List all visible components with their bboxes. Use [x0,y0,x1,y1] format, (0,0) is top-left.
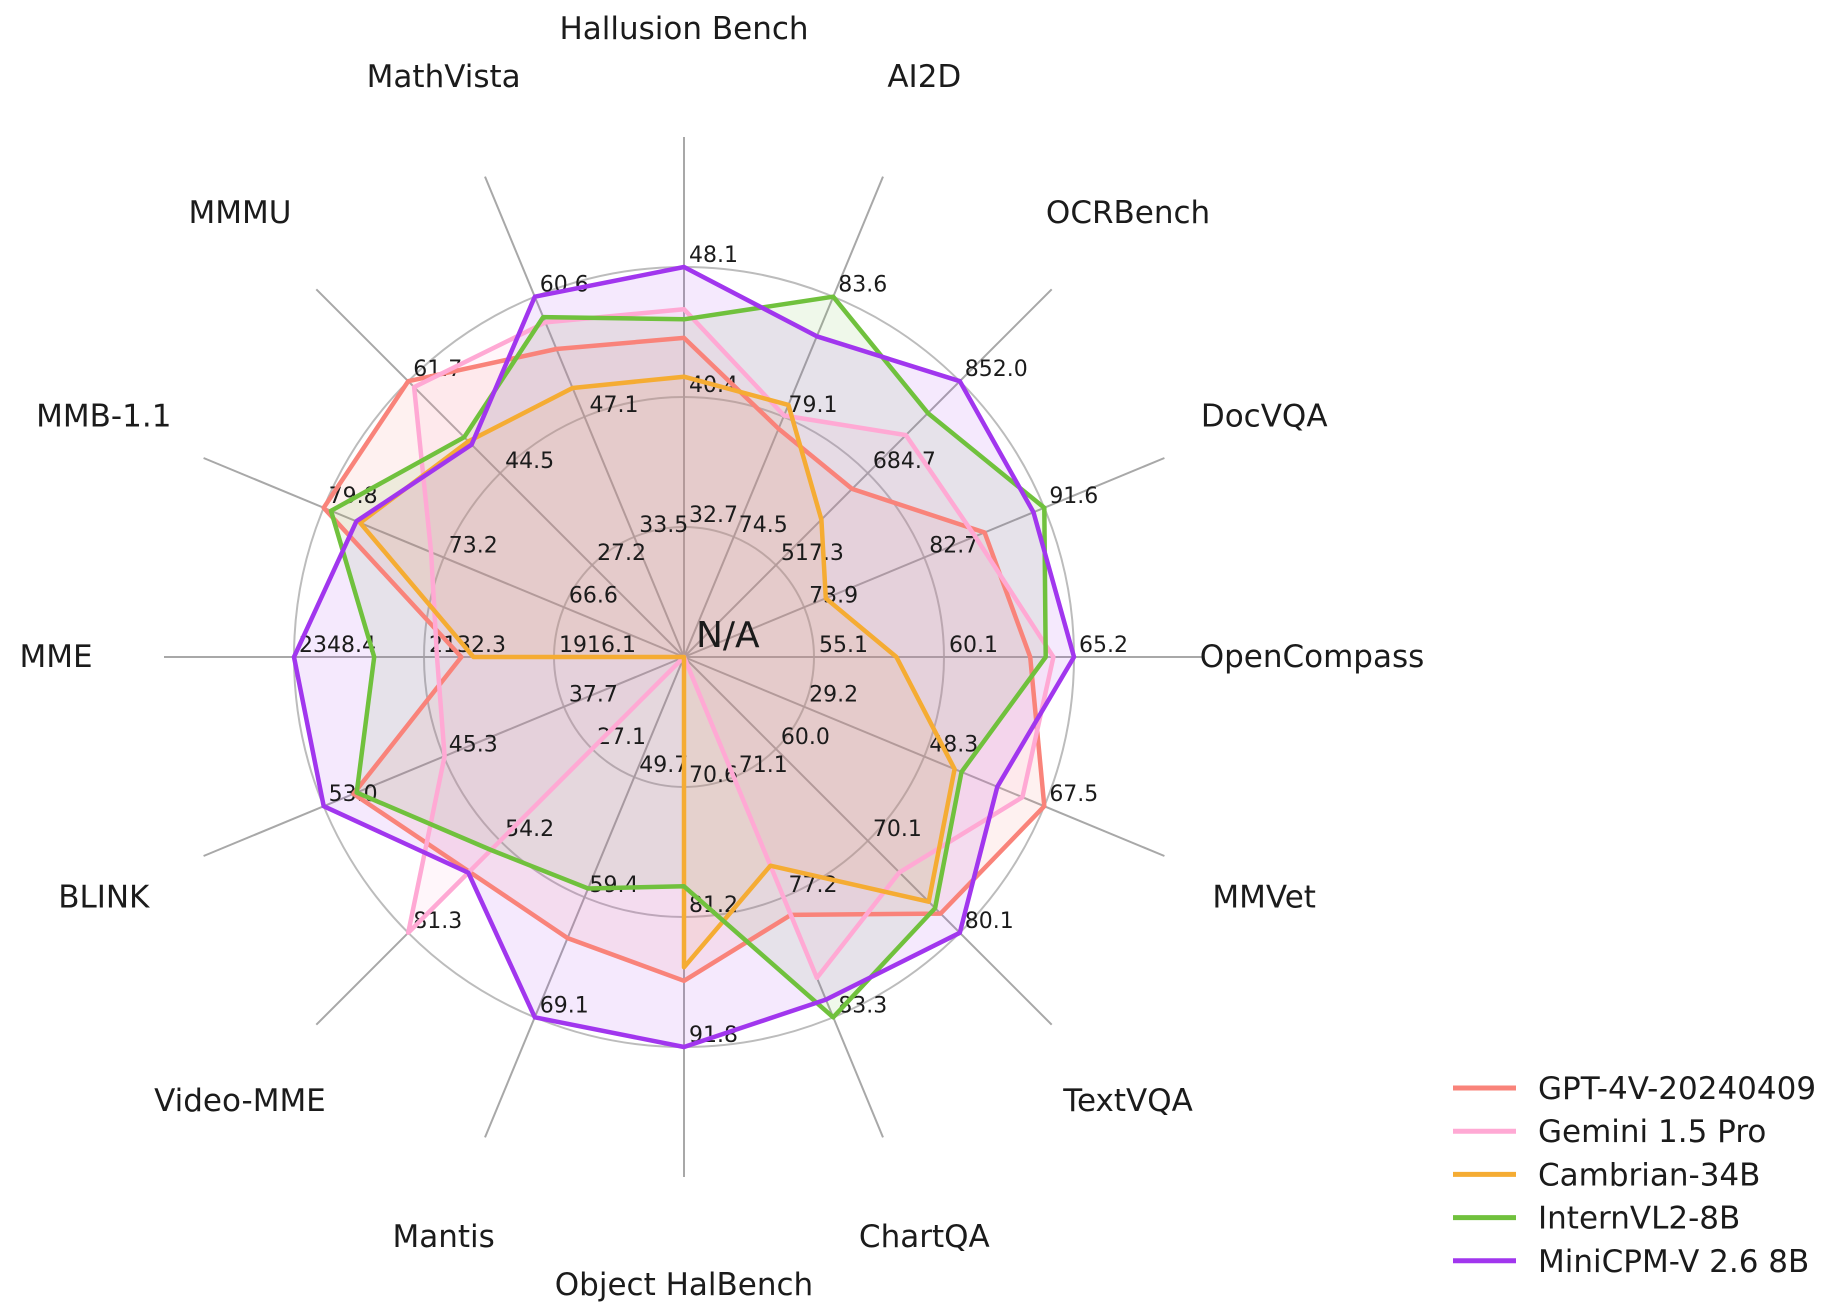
legend: GPT-4V-20240409 Gemini 1.5 Pro Cambrian-34… [1453,1071,1816,1280]
tick-label-mmmu-0: 27.2 [597,541,646,566]
center-label-layer: N/A [696,615,760,656]
legend-item-gemini-1-5-pro: Gemini 1.5 Pro [1453,1114,1766,1150]
tick-label-mantis-0: 49.7 [639,753,688,778]
center-na-label: N/A [696,615,760,656]
tick-label-mantis-2: 69.1 [540,993,589,1018]
axis-title-mmb-1-1: MMB-1.1 [36,399,171,435]
tick-label-ai2d-0: 74.5 [739,513,788,538]
axis-spoke-textvqa [683,656,1053,1026]
tick-label-mmvet-2: 67.5 [1049,782,1098,807]
axis-spoke-mmb-1-1 [203,457,685,658]
series-line-gemini-1-5-pro [405,306,1056,981]
tick-label-ai2d-2: 83.6 [838,273,887,298]
tick-label-mmmu-1: 44.5 [505,449,554,474]
tick-label-mmvet-0: 29.2 [809,683,858,708]
series-line-internvl2-8b [328,294,1048,1020]
axis-spoke-mathvista [484,176,685,658]
axis-title-mme: MME [19,639,92,675]
axis-title-chartqa: ChartQA [859,1219,990,1255]
tick-label-mme-0: 1916.1 [559,633,636,658]
axis-title-mmvet: MMVet [1212,879,1316,915]
tick-label-docvqa-1: 82.7 [929,534,978,559]
tick-label-mmb-1-1-1: 73.2 [449,534,498,559]
axis-title-object-halbench: Object HalBench [555,1267,813,1303]
tick-label-opencompass-0: 55.1 [819,633,868,658]
series-line-layer [291,264,1077,1050]
axis-spoke-mantis [484,656,685,1138]
axis-title-docvqa: DocVQA [1201,399,1328,435]
tick-label-mathvista-0: 33.5 [639,513,688,538]
axis-title-hallusion-bench: Hallusion Bench [559,11,808,47]
series-line-gpt-4v-20240409 [321,335,1047,984]
axis-title-ocrbench: OCRBench [1046,195,1210,231]
axis-spoke-mmmu [315,288,685,658]
tick-label-ocrbench-2: 852.0 [965,357,1028,382]
axis-title-textvqa: TextVQA [1062,1083,1193,1119]
legend-label-cambrian-34b: Cambrian-34B [1538,1157,1760,1193]
tick-label-docvqa-2: 91.6 [1049,484,1098,509]
tick-label-opencompass-2: 65.2 [1079,633,1128,658]
tick-label-blink-1: 45.3 [449,732,498,757]
axis-title-opencompass: OpenCompass [1200,639,1425,675]
tick-label-blink-0: 37.7 [569,683,618,708]
legend-label-minicpm-v-2-6-8b: MiniCPM-V 2.6 8B [1538,1244,1809,1280]
tick-label-opencompass-1: 60.1 [949,633,998,658]
axis-title-video-mme: Video-MME [154,1083,326,1119]
axis-spoke-docvqa [683,457,1165,658]
axis-spoke-mmvet [683,656,1165,857]
tick-label-mmb-1-1-0: 66.6 [569,583,618,608]
tick-label-textvqa-1: 70.1 [873,817,922,842]
axis-title-ai2d: AI2D [887,59,961,95]
series-line-minicpm-v-2-6-8b [291,264,1077,1050]
legend-item-minicpm-v-2-6-8b: MiniCPM-V 2.6 8B [1453,1244,1809,1280]
legend-label-internvl2-8b: InternVL2-8B [1538,1201,1740,1237]
tick-label-chartqa-0: 71.1 [739,753,788,778]
legend-label-gemini-1-5-pro: Gemini 1.5 Pro [1538,1114,1766,1150]
axis-title-mantis: Mantis [393,1219,495,1255]
series-fill-cambrian-34b [360,376,955,968]
legend-item-cambrian-34b: Cambrian-34B [1453,1157,1760,1193]
tick-label-textvqa-0: 60.0 [781,725,830,750]
legend-item-gpt-4v-20240409: GPT-4V-20240409 [1453,1071,1816,1107]
tick-label-hallusion-bench-2: 48.1 [689,243,738,268]
tick-label-layer: 32.740.448.174.579.183.6517.3684.7852.07… [299,243,1128,1048]
tick-label-hallusion-bench-0: 32.7 [689,503,738,528]
series-fill-gemini-1-5-pro [408,309,1054,978]
axis-title-mathvista: MathVista [367,59,521,95]
tick-label-ai2d-1: 79.1 [788,393,837,418]
legend-label-gpt-4v-20240409: GPT-4V-20240409 [1538,1071,1816,1107]
legend-item-internvl2-8b: InternVL2-8B [1453,1201,1740,1237]
axis-title-mmmu: MMMU [188,195,291,231]
tick-label-textvqa-2: 80.1 [965,909,1014,934]
series-fill-internvl2-8b [331,296,1046,1018]
tick-label-mme-2: 2348.4 [299,633,376,658]
tick-label-mathvista-1: 47.1 [590,393,639,418]
axis-title-blink: BLINK [58,879,150,915]
tick-label-ocrbench-0: 517.3 [781,541,844,566]
axis-spoke-ocrbench [683,288,1053,658]
axis-title-layer: Hallusion Bench AI2D OCRBench DocVQA OpenCom… [19,11,1424,1303]
